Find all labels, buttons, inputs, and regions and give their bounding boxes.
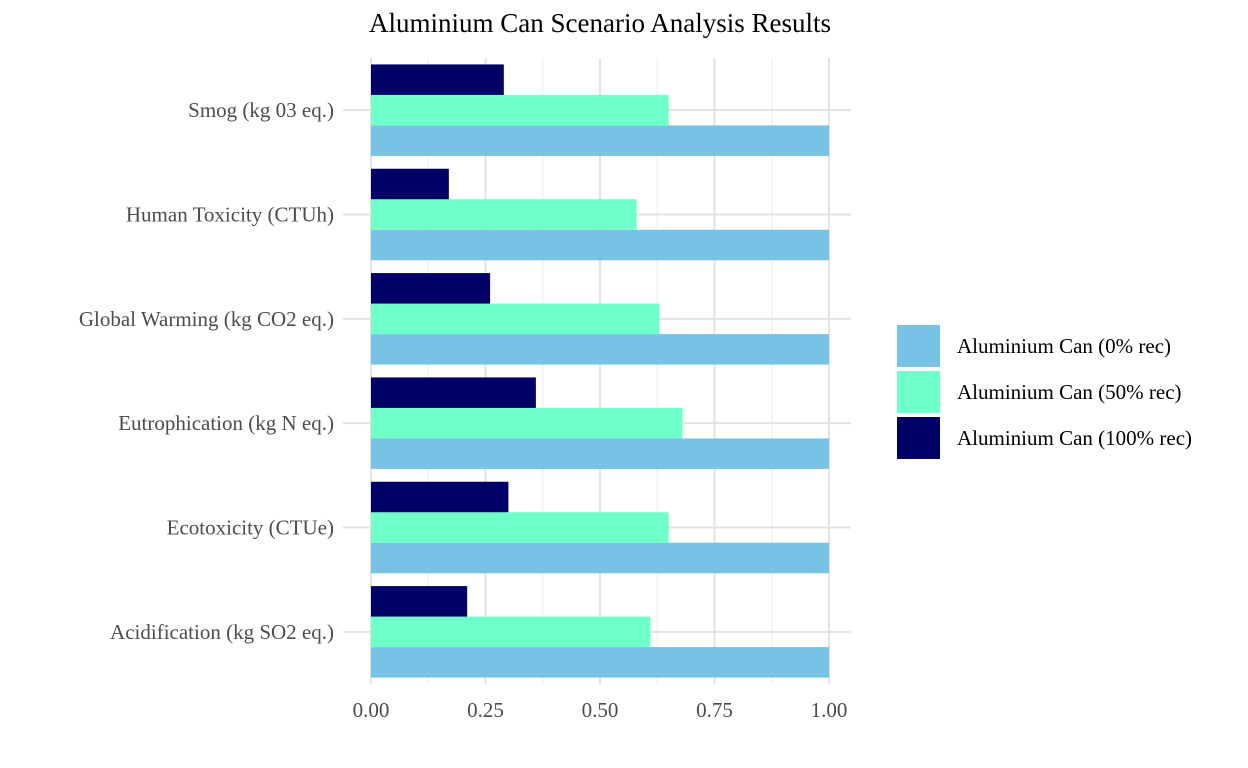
bar-100pct-1 <box>371 481 509 513</box>
legend-swatch-2 <box>897 417 940 459</box>
y-tick-label: Ecotoxicity (CTUe) <box>167 516 334 540</box>
bar-100pct-0 <box>371 586 468 617</box>
legend-item-1: Aluminium Can (50% rec) <box>897 369 1192 415</box>
bar-50pct-0 <box>371 616 651 648</box>
legend-label-2: Aluminium Can (100% rec) <box>957 425 1193 450</box>
legend-label-1: Aluminium Can (50% rec) <box>957 379 1182 404</box>
bar-0pct-5 <box>371 125 829 156</box>
y-tick-label: Human Toxicity (CTUh) <box>126 203 334 227</box>
bar-50pct-5 <box>371 94 669 126</box>
x-tick-label: 0.50 <box>582 698 619 722</box>
legend-swatch-0 <box>897 325 940 367</box>
legend-swatch-1 <box>897 371 940 413</box>
x-tick-label: 1.00 <box>811 698 848 722</box>
y-tick-label: Smog (kg 03 eq.) <box>188 98 334 122</box>
x-tick-label: 0.75 <box>696 698 733 722</box>
bar-0pct-2 <box>371 438 829 469</box>
y-tick-label: Eutrophication (kg N eq.) <box>118 411 334 435</box>
bar-0pct-4 <box>371 229 829 261</box>
x-tick-label: 0.25 <box>467 698 504 722</box>
bar-100pct-5 <box>371 64 504 95</box>
bar-0pct-1 <box>371 542 829 574</box>
chart-title: Aluminium Can Scenario Analysis Results <box>369 8 831 38</box>
y-tick-label: Global Warming (kg CO2 eq.) <box>79 307 334 331</box>
bar-100pct-2 <box>371 377 536 408</box>
bar-100pct-3 <box>371 273 491 304</box>
y-tick-label: Acidification (kg SO2 eq.) <box>110 620 334 644</box>
bar-50pct-2 <box>371 407 683 439</box>
bar-50pct-1 <box>371 512 669 543</box>
bar-50pct-4 <box>371 199 637 230</box>
chart-legend: Aluminium Can (0% rec) Aluminium Can (50… <box>897 323 1192 461</box>
bar-0pct-0 <box>371 647 829 678</box>
bar-50pct-3 <box>371 303 660 335</box>
x-tick-label: 0.00 <box>353 698 390 722</box>
legend-label-0: Aluminium Can (0% rec) <box>957 333 1172 358</box>
legend-item-0: Aluminium Can (0% rec) <box>897 323 1192 369</box>
legend-item-2: Aluminium Can (100% rec) <box>897 415 1192 461</box>
bar-100pct-4 <box>371 168 449 200</box>
bar-0pct-3 <box>371 334 829 365</box>
